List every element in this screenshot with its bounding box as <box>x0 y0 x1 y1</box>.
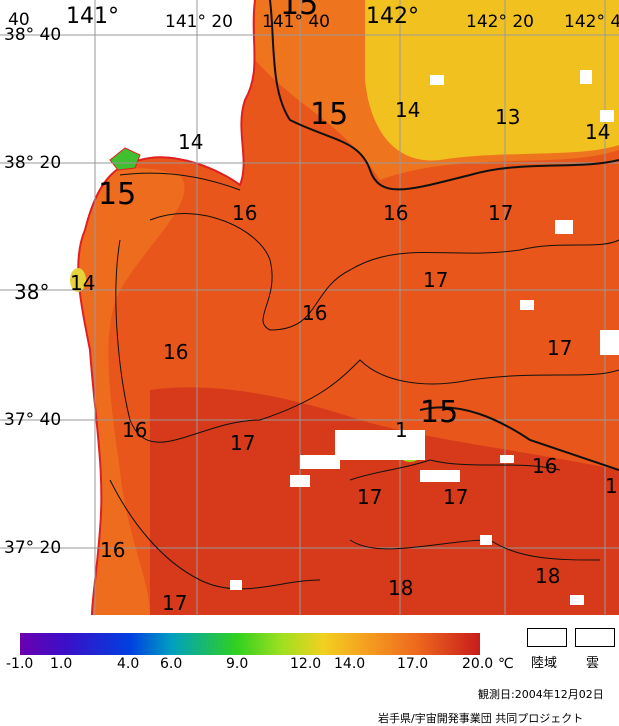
isotherm-label: 17 <box>547 336 573 360</box>
land-swatch <box>527 628 567 647</box>
legend-tick: 17.0 <box>397 656 429 672</box>
isotherm-label: 16 <box>532 454 558 478</box>
isotherm-label: 15 <box>420 395 459 430</box>
grid <box>0 0 619 615</box>
land-area <box>0 0 255 615</box>
legend-tick: 20.0 <box>462 656 494 672</box>
isotherm-label: 1 <box>395 418 408 442</box>
color-scale-bar <box>20 633 480 655</box>
isotherm-label: 14 <box>70 271 96 295</box>
isotherm-label: 17 <box>230 431 256 455</box>
isotherm-label: 16 <box>163 340 189 364</box>
cold-water-ne <box>365 0 619 161</box>
isotherm-label: 17 <box>357 485 383 509</box>
lat-label-3720: 37° 20 <box>4 538 62 558</box>
isotherm-label: 16 <box>122 418 148 442</box>
isotherm-label: 18 <box>535 564 561 588</box>
lat-label-3840: 38° 40 <box>4 25 62 45</box>
legend-tick: 14.0 <box>334 656 366 672</box>
legend-tick: 4.0 <box>117 656 140 672</box>
cloud-patches <box>230 70 619 605</box>
isotherm-label: 17 <box>488 201 514 225</box>
corner-label: 40 <box>8 10 30 30</box>
lon-label-142: 142° <box>366 4 419 29</box>
lon-label-14240: 142° 4 <box>564 12 619 32</box>
observation-date: 観測日:2004年12月02日 <box>478 688 604 701</box>
lat-label-3740: 37° 40 <box>4 410 62 430</box>
lat-label-38: 38° <box>14 280 50 304</box>
legend-tick: -1.0 <box>6 656 34 672</box>
isotherm-label: 17 <box>162 591 188 615</box>
legend-unit: ℃ <box>498 656 514 672</box>
isotherm-label: 14 <box>395 98 421 122</box>
sst-map <box>0 0 619 615</box>
isotherm-label: 13 <box>495 105 521 129</box>
isotherm-label: 14 <box>585 120 611 144</box>
warm-zone <box>150 387 619 615</box>
lon-label-14140: 141° 40 <box>262 12 330 32</box>
lon-label-14120: 141° 20 <box>165 12 233 32</box>
cloud-label: 雲 <box>586 656 600 671</box>
lon-label-14220: 142° 20 <box>466 12 534 32</box>
isotherm-label: 15 <box>98 177 137 212</box>
isotherm-label: 15 <box>280 0 319 22</box>
isotherm-label: 16 <box>383 201 409 225</box>
credit-text: 岩手県/宇宙開発事業団 共同プロジェクト <box>378 712 584 725</box>
isotherm-label: 16 <box>302 301 328 325</box>
yellow-patch <box>70 268 86 292</box>
isotherms <box>109 0 619 590</box>
coastline <box>77 0 256 615</box>
green-patch <box>109 147 141 171</box>
lat-label-3820: 38° 20 <box>4 153 62 173</box>
isotherm-label: 14 <box>178 130 204 154</box>
cloud-swatch <box>575 628 615 647</box>
legend-tick: 6.0 <box>160 656 183 672</box>
isotherm-label: 16 <box>232 201 258 225</box>
isotherm-label: 18 <box>388 576 414 600</box>
lon-label-141: 141° <box>66 4 119 29</box>
isotherm-label: 1 <box>605 474 618 498</box>
isotherm-label: 17 <box>423 268 449 292</box>
isotherm-label: 16 <box>100 538 126 562</box>
land-label: 陸域 <box>531 656 558 671</box>
isotherm-label: 15 <box>310 97 349 132</box>
legend-tick: 9.0 <box>226 656 249 672</box>
isotherm-label: 17 <box>443 485 469 509</box>
legend-tick: 12.0 <box>290 656 322 672</box>
legend-tick: 1.0 <box>50 656 73 672</box>
